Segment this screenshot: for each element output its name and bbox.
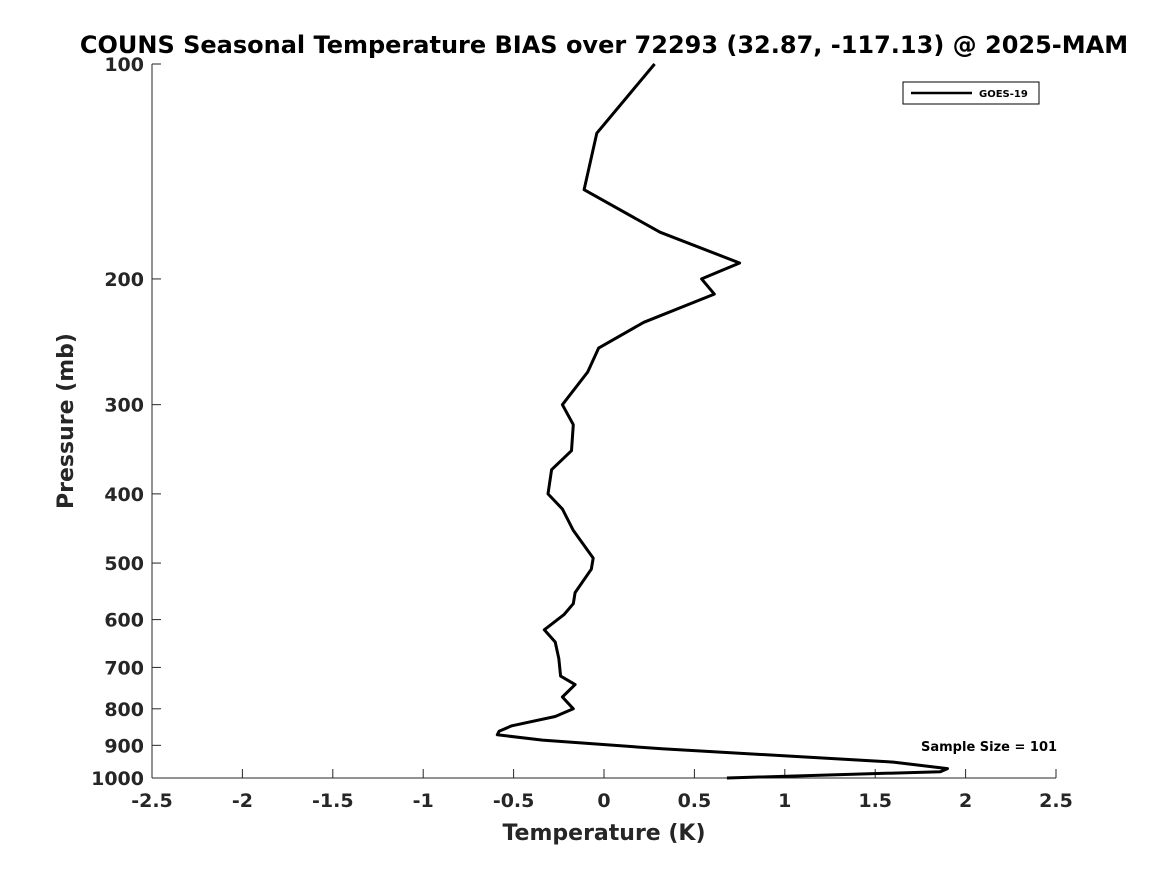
legend-label-goes-19: GOES-19 — [979, 89, 1028, 100]
series-line-goes-19 — [495, 63, 949, 780]
y-tick-label: 500 — [104, 553, 144, 575]
x-tick-label: -2 — [232, 790, 253, 812]
y-tick-label: 900 — [104, 735, 144, 757]
y-tick-label: 1000 — [91, 768, 144, 790]
x-tick-label: 0.5 — [678, 790, 712, 812]
series-group — [495, 63, 949, 780]
y-tick-label: 700 — [104, 657, 144, 679]
y-tick-label: 200 — [104, 269, 144, 291]
x-tick-label: 1.5 — [858, 790, 892, 812]
y-tick-label: 400 — [104, 484, 144, 506]
y-axis-label: Pressure (mb) — [54, 333, 79, 509]
y-tick-label: 800 — [104, 699, 144, 721]
x-tick-label: -2.5 — [131, 790, 173, 812]
legend: GOES-19 — [902, 81, 1040, 105]
x-tick-label: -1.5 — [312, 790, 354, 812]
x-tick-label: -1 — [413, 790, 434, 812]
sample-size-annotation: Sample Size = 101 — [921, 740, 1057, 755]
x-tick-label: 2.5 — [1039, 790, 1073, 812]
x-tick-label: 0 — [597, 790, 610, 812]
x-tick-label: 2 — [959, 790, 972, 812]
x-axis-label: Temperature (K) — [502, 821, 705, 846]
axes: -2.5 -2 -1.5 -1 -0.5 0 0.5 1 1.5 2 2.5 100 200 300 400… — [91, 54, 1073, 812]
y-tick-label: 100 — [104, 54, 144, 76]
y-tick-label: 600 — [104, 610, 144, 632]
y-tick-label: 300 — [104, 395, 144, 417]
chart-title: COUNS Seasonal Temperature BIAS over 722… — [80, 31, 1128, 59]
x-tick-label: 1 — [778, 790, 791, 812]
x-tick-label: -0.5 — [493, 790, 535, 812]
